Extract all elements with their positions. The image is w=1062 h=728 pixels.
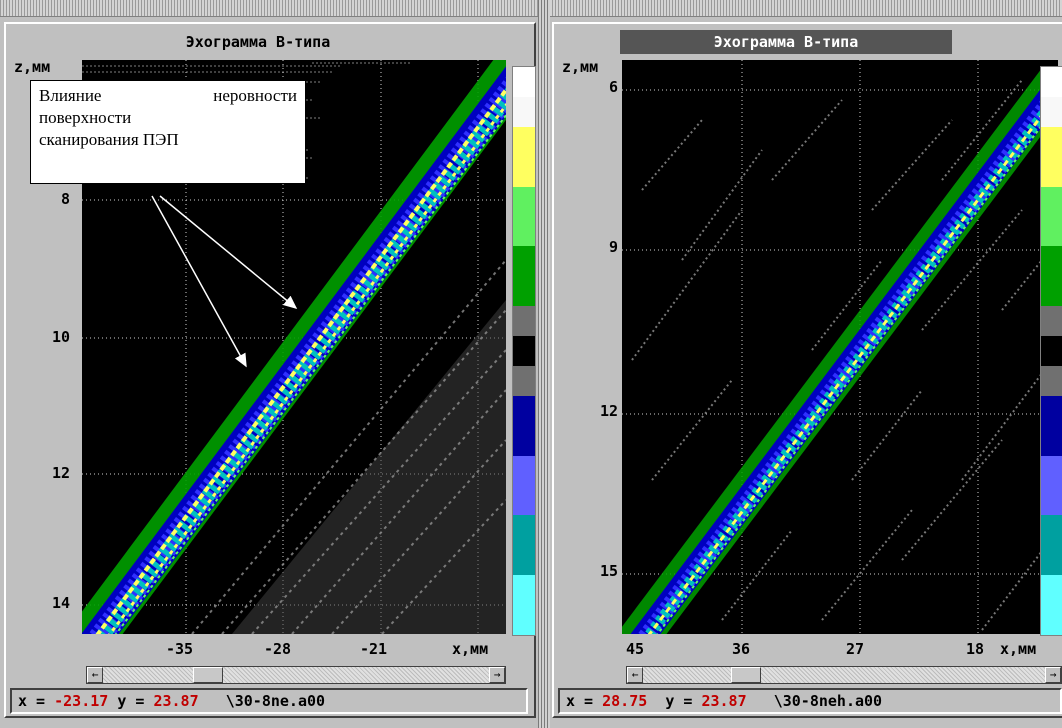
palette-swatch bbox=[513, 605, 535, 635]
palette-swatch bbox=[1041, 365, 1062, 396]
palette-swatch bbox=[1041, 96, 1062, 127]
palette-swatch bbox=[1041, 126, 1062, 157]
annotation-callout: Влияние неровности поверхности сканирова… bbox=[30, 80, 306, 184]
palette-swatch bbox=[1041, 425, 1062, 456]
left-x-tick: -21 bbox=[360, 640, 388, 658]
palette-swatch bbox=[513, 395, 535, 426]
left-x-value: -23.17 bbox=[54, 692, 109, 710]
right-x-tick: 36 bbox=[732, 640, 751, 658]
palette-swatch bbox=[1041, 186, 1062, 217]
palette-swatch bbox=[513, 455, 535, 486]
palette-swatch bbox=[513, 96, 535, 127]
right-y-tick: 9 bbox=[608, 238, 618, 256]
scroll-right-arrow-icon[interactable]: → bbox=[1045, 667, 1061, 683]
palette-swatch bbox=[513, 485, 535, 516]
palette-swatch bbox=[1041, 306, 1062, 337]
palette-swatch bbox=[1041, 455, 1062, 486]
left-y-tick: 12 bbox=[51, 464, 70, 482]
annotation-arrows bbox=[151, 195, 298, 368]
right-x-tick: 45 bbox=[626, 640, 645, 658]
left-y-tick: 14 bbox=[51, 594, 70, 612]
palette-swatch bbox=[513, 276, 535, 307]
right-echogram-image bbox=[622, 60, 1058, 634]
left-status-bar: x = -23.17 y = 23.87 \30-8ne.a00 bbox=[10, 688, 528, 714]
right-x-tick: 18 bbox=[966, 640, 985, 658]
right-y-value: 23.87 bbox=[701, 692, 747, 710]
palette-swatch bbox=[513, 336, 535, 366]
palette-swatch bbox=[1041, 395, 1062, 426]
palette-swatch bbox=[1041, 575, 1062, 606]
left-x-tick: -28 bbox=[264, 640, 292, 658]
palette-swatch bbox=[513, 67, 535, 97]
palette-swatch bbox=[1041, 67, 1062, 97]
scroll-left-arrow-icon[interactable]: ← bbox=[87, 667, 103, 683]
palette-swatch bbox=[1041, 276, 1062, 307]
palette-swatch bbox=[1041, 485, 1062, 516]
right-x-value: 28.75 bbox=[602, 692, 648, 710]
palette-swatch bbox=[513, 545, 535, 576]
palette-swatch bbox=[1041, 605, 1062, 635]
palette-swatch bbox=[513, 246, 535, 277]
left-y-tick: 8 bbox=[60, 190, 70, 208]
palette-swatch bbox=[513, 515, 535, 546]
palette-swatch bbox=[1041, 545, 1062, 576]
right-echogram-plot[interactable] bbox=[622, 60, 1058, 634]
scroll-left-arrow-icon[interactable]: ← bbox=[627, 667, 643, 683]
left-horizontal-scrollbar[interactable]: ← → bbox=[86, 666, 506, 684]
right-color-palette bbox=[1040, 66, 1062, 636]
left-x-axis-label: x,мм bbox=[452, 640, 489, 658]
right-x-axis-label: x,мм bbox=[1000, 640, 1037, 658]
left-y-tick: 10 bbox=[51, 328, 70, 346]
palette-swatch bbox=[513, 306, 535, 337]
scroll-track[interactable] bbox=[643, 667, 1045, 683]
annotation-line: Влияние неровности bbox=[39, 86, 297, 105]
right-title: Эхограмма В-типа bbox=[620, 30, 952, 54]
right-z-axis-label: z,мм bbox=[562, 58, 599, 76]
palette-swatch bbox=[1041, 515, 1062, 546]
palette-swatch bbox=[513, 365, 535, 396]
scroll-thumb[interactable] bbox=[731, 667, 761, 683]
right-y-tick: 12 bbox=[599, 402, 618, 420]
scroll-thumb[interactable] bbox=[193, 667, 223, 683]
annotation-line: поверхности bbox=[39, 108, 132, 127]
right-y-tick: 15 bbox=[599, 562, 618, 580]
panel-divider bbox=[538, 0, 550, 728]
left-echogram-panel: Эхограмма В-типа z,мм bbox=[4, 22, 536, 718]
top-hatch-bar bbox=[0, 0, 1062, 17]
right-y-tick: 6 bbox=[608, 78, 618, 96]
annotation-line: сканирования ПЭП bbox=[39, 130, 179, 149]
right-x-tick: 27 bbox=[846, 640, 865, 658]
left-y-value: 23.87 bbox=[153, 692, 199, 710]
palette-swatch bbox=[1041, 156, 1062, 187]
left-z-axis-label: z,мм bbox=[14, 58, 51, 76]
left-x-tick: -35 bbox=[166, 640, 194, 658]
right-horizontal-scrollbar[interactable]: ← → bbox=[626, 666, 1062, 684]
palette-swatch bbox=[513, 575, 535, 606]
right-status-bar: x = 28.75 y = 23.87 \30-8neh.a00 bbox=[558, 688, 1062, 714]
left-title: Эхограмма В-типа bbox=[90, 30, 426, 54]
palette-swatch bbox=[513, 156, 535, 187]
right-echogram-panel: Эхограмма В-типа z,мм bbox=[552, 22, 1062, 718]
palette-swatch bbox=[513, 425, 535, 456]
palette-swatch bbox=[1041, 336, 1062, 366]
palette-swatch bbox=[513, 186, 535, 217]
palette-swatch bbox=[1041, 216, 1062, 247]
left-file-name: \30-8ne.a00 bbox=[198, 692, 326, 710]
right-file-name: \30-8neh.a00 bbox=[746, 692, 883, 710]
left-color-palette bbox=[512, 66, 536, 636]
palette-swatch bbox=[513, 216, 535, 247]
palette-swatch bbox=[1041, 246, 1062, 277]
palette-swatch bbox=[513, 126, 535, 157]
scroll-right-arrow-icon[interactable]: → bbox=[489, 667, 505, 683]
